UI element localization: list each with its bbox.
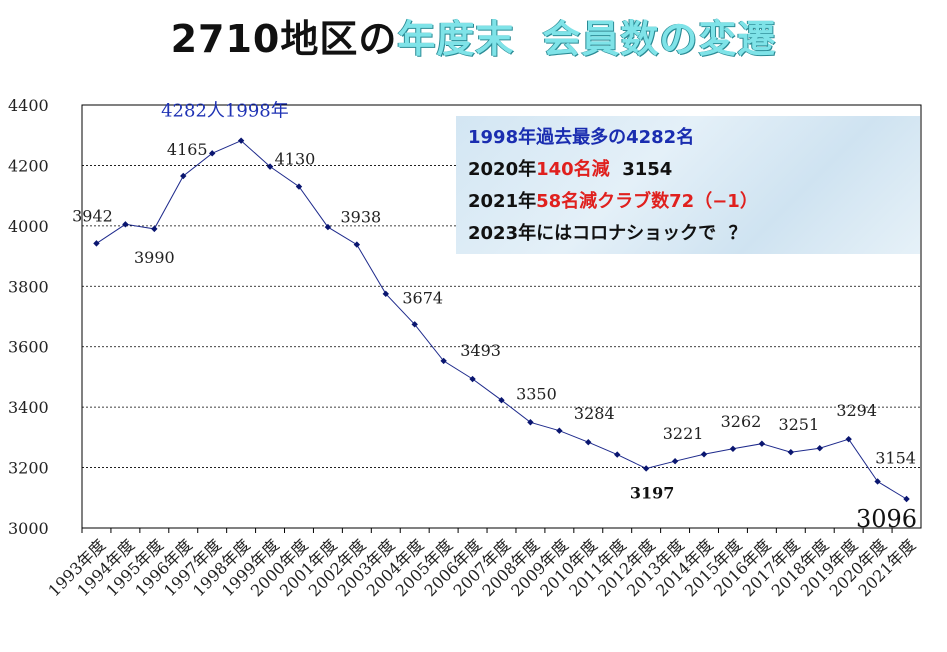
data-label: 3942	[72, 206, 113, 225]
title-part-yearend: 年度末	[397, 17, 515, 61]
y-tick-label: 3400	[8, 398, 49, 417]
data-label: 3350	[516, 384, 557, 403]
data-label: 3262	[721, 412, 762, 431]
data-point-marker	[527, 419, 534, 426]
data-label: 3154	[875, 448, 916, 467]
data-label: 4165	[167, 140, 208, 159]
note-line-2021: 2021年58名減クラブ数72（−1）	[468, 186, 908, 218]
note-line-peak: 1998年過去最多の4282名	[468, 127, 695, 148]
note-2021-year: 2021年	[468, 191, 537, 212]
data-label: 4130	[275, 150, 316, 169]
title-part-district: 2710地区の	[170, 17, 398, 61]
plot-area	[81, 104, 922, 529]
data-point-marker	[585, 438, 592, 446]
data-point-marker	[903, 495, 910, 503]
data-label: 3938	[340, 208, 381, 227]
note-2020-year: 2020年	[468, 159, 537, 180]
data-point-marker	[266, 163, 274, 170]
data-point-marker	[787, 448, 795, 456]
data-point-marker	[151, 225, 158, 233]
data-labels: 3942 3990 4165 4130 3938 3674 3493 3350 3284 3197…	[72, 140, 917, 533]
y-tick-label: 3200	[8, 459, 49, 478]
page-title: 2710地区の年度末 会員数の変遷	[0, 8, 947, 63]
data-point-marker	[180, 172, 187, 180]
data-label: 3294	[836, 401, 877, 420]
data-point-marker	[237, 137, 245, 144]
x-axis: 1993年度1994年度1995年度1996年度1997年度1998年度1999…	[44, 528, 919, 600]
data-point-marker	[498, 396, 505, 404]
data-label: 3493	[460, 341, 501, 360]
note-2020-decrease: 140名減	[536, 159, 610, 180]
note-line-2023: 2023年にはコロナショックで ？	[468, 223, 747, 244]
data-label: 3096	[856, 505, 917, 533]
data-point-marker	[845, 435, 852, 443]
chart-annotations: 4282人1998年	[161, 101, 289, 122]
data-point-marker	[671, 458, 679, 465]
data-markers	[93, 137, 910, 503]
data-point-marker	[93, 240, 100, 247]
data-point-marker	[556, 427, 563, 434]
note-line-2020: 2020年140名減 3154	[468, 154, 908, 186]
data-label: 3674	[402, 288, 443, 307]
notes-box: 1998年過去最多の4282名 2020年140名減 3154 2021年58名…	[456, 116, 920, 254]
data-point-marker	[353, 241, 361, 248]
y-tick-label: 3800	[8, 277, 49, 296]
data-point-marker	[614, 451, 621, 458]
data-point-marker	[642, 465, 650, 472]
data-point-marker	[874, 478, 881, 485]
y-tick-label: 3000	[8, 519, 49, 538]
note-2021-decrease: 58名減クラブ数72（−1）	[536, 191, 758, 212]
note-2020-total: 3154	[609, 159, 673, 180]
data-point-marker	[816, 445, 823, 452]
data-point-marker	[382, 290, 389, 298]
data-point-marker	[758, 440, 766, 447]
y-axis: 3000 3200 3400 3600 3800 4000 4200 4400	[8, 96, 49, 538]
data-point-marker	[295, 183, 303, 190]
data-point-marker	[208, 150, 216, 157]
peak-annotation: 4282人1998年	[161, 101, 289, 122]
title-part-membership: 会員数の変遷	[542, 17, 777, 61]
data-label: 3221	[663, 424, 704, 443]
y-tick-label: 3600	[8, 338, 49, 357]
data-point-marker	[411, 321, 418, 328]
data-point-marker	[469, 375, 476, 383]
data-point-marker	[440, 357, 447, 365]
data-label: 3990	[134, 248, 175, 267]
data-point-marker	[324, 223, 332, 231]
y-tick-label: 4000	[8, 217, 49, 236]
data-point-marker	[729, 445, 737, 453]
data-point-marker	[700, 451, 708, 458]
y-tick-label: 4400	[8, 96, 49, 115]
data-point-marker	[122, 221, 129, 228]
data-label: 3251	[778, 415, 819, 434]
data-label: 3197	[630, 483, 675, 502]
y-tick-label: 4200	[8, 156, 49, 175]
data-label: 3284	[574, 404, 615, 423]
